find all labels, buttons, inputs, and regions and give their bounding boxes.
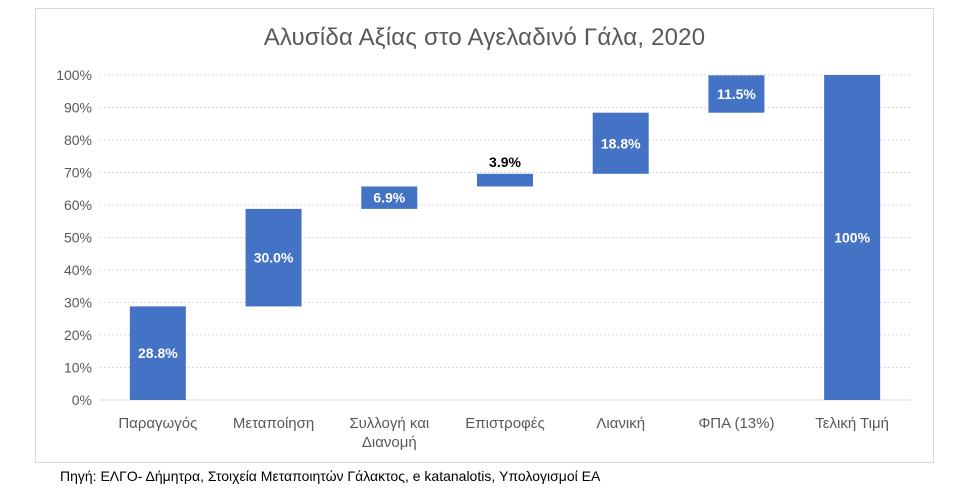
- y-tick-label: 30%: [64, 295, 92, 311]
- x-tick-label: Επιστροφές: [465, 415, 544, 432]
- bar: [708, 75, 765, 113]
- x-tick-label: ΦΠΑ (13%): [698, 415, 774, 432]
- x-tick-label: Τελική Τιμή: [815, 415, 889, 432]
- bar: [129, 306, 186, 400]
- y-tick-label: 20%: [64, 327, 92, 343]
- x-tick-label: Συλλογή και: [349, 415, 429, 432]
- x-tick-label: Παραγωγός: [118, 415, 197, 432]
- bar: [361, 186, 418, 209]
- chart-title: Αλυσίδα Αξίας στο Αγελαδινό Γάλα, 2020: [263, 24, 706, 51]
- data-label: 3.9%: [489, 154, 521, 170]
- y-tick-label: 0%: [72, 392, 92, 408]
- data-label: 28.8%: [138, 345, 178, 361]
- y-tick-label: 90%: [64, 100, 92, 116]
- bar: [824, 75, 881, 400]
- x-tick-label: Διανομή: [362, 434, 417, 451]
- y-tick-label: 10%: [64, 360, 92, 376]
- y-tick-label: 60%: [64, 197, 92, 213]
- bar: [245, 208, 302, 307]
- x-tick-label: Μεταποίηση: [233, 415, 314, 432]
- data-label: 11.5%: [717, 86, 756, 102]
- y-tick-label: 50%: [64, 230, 92, 246]
- bar: [477, 173, 533, 187]
- y-tick-label: 80%: [64, 132, 92, 148]
- data-label: 18.8%: [601, 135, 641, 151]
- data-label: 30.0%: [254, 250, 294, 266]
- source-note: Πηγή: ΕΛΓΟ- Δήμητρα, Στοιχεία Μεταποιητώ…: [60, 468, 601, 484]
- y-tick-label: 70%: [64, 165, 92, 181]
- data-label: 6.9%: [373, 190, 405, 206]
- x-tick-label: Λιανική: [596, 415, 645, 432]
- bar: [592, 112, 649, 174]
- data-label: 100%: [834, 230, 870, 246]
- y-tick-label: 40%: [64, 262, 92, 278]
- y-tick-label: 100%: [56, 67, 92, 83]
